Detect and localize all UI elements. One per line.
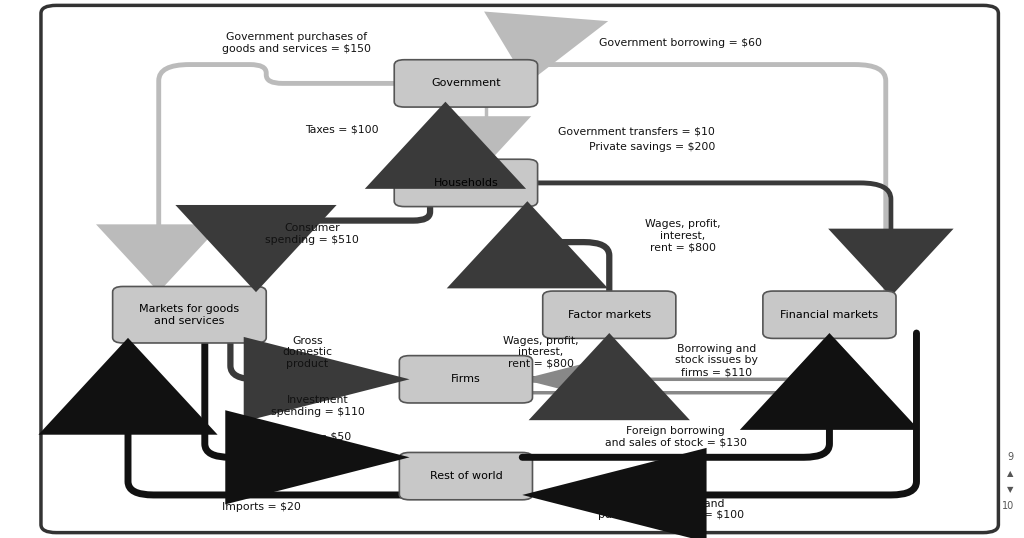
- Polygon shape: [175, 205, 337, 292]
- FancyBboxPatch shape: [763, 291, 896, 338]
- Text: Government borrowing = $60: Government borrowing = $60: [599, 38, 763, 48]
- Text: ▼: ▼: [1008, 485, 1014, 494]
- FancyBboxPatch shape: [399, 356, 532, 403]
- Polygon shape: [522, 448, 707, 538]
- Polygon shape: [484, 11, 608, 83]
- FancyBboxPatch shape: [394, 159, 538, 207]
- Polygon shape: [528, 333, 690, 420]
- Text: Wages, profit,
interest,
rent = $800: Wages, profit, interest, rent = $800: [645, 219, 721, 252]
- Text: Wages, profit,
interest,
rent = $800: Wages, profit, interest, rent = $800: [503, 336, 579, 369]
- FancyBboxPatch shape: [543, 291, 676, 338]
- Text: 10: 10: [1001, 501, 1014, 511]
- Text: Financial markets: Financial markets: [780, 310, 879, 320]
- Text: Exports = $50: Exports = $50: [273, 432, 351, 442]
- Polygon shape: [365, 102, 526, 189]
- Text: Households: Households: [433, 178, 499, 188]
- Text: 9: 9: [1008, 452, 1014, 462]
- Polygon shape: [522, 356, 614, 403]
- Polygon shape: [225, 410, 410, 504]
- Text: Government purchases of
goods and services = $150: Government purchases of goods and servic…: [222, 32, 372, 54]
- Text: Investment
spending = $110: Investment spending = $110: [270, 395, 365, 417]
- Text: Markets for goods
and services: Markets for goods and services: [139, 304, 240, 325]
- Polygon shape: [441, 116, 531, 165]
- FancyBboxPatch shape: [394, 60, 538, 107]
- FancyBboxPatch shape: [113, 286, 266, 343]
- Text: Government transfers = $10: Government transfers = $10: [558, 127, 715, 137]
- Text: Foreign lending and
purchases of stock = $100: Foreign lending and purchases of stock =…: [598, 499, 743, 520]
- Polygon shape: [740, 333, 919, 430]
- Polygon shape: [828, 229, 953, 296]
- Polygon shape: [39, 338, 217, 435]
- Polygon shape: [446, 201, 608, 288]
- Text: Borrowing and
stock issues by
firms = $110: Borrowing and stock issues by firms = $1…: [676, 344, 758, 377]
- Text: Private savings = $200: Private savings = $200: [589, 143, 715, 152]
- Text: Factor markets: Factor markets: [567, 310, 651, 320]
- Text: Taxes = $100: Taxes = $100: [305, 124, 379, 134]
- Polygon shape: [96, 224, 221, 292]
- FancyBboxPatch shape: [41, 5, 998, 533]
- Text: Consumer
spending = $510: Consumer spending = $510: [265, 223, 359, 245]
- Text: Government: Government: [431, 79, 501, 88]
- Text: Gross
domestic
product: Gross domestic product: [283, 336, 332, 369]
- Text: ▲: ▲: [1008, 469, 1014, 478]
- Polygon shape: [784, 333, 874, 381]
- FancyBboxPatch shape: [399, 452, 532, 500]
- Text: Foreign borrowing
and sales of stock = $130: Foreign borrowing and sales of stock = $…: [605, 426, 746, 448]
- Text: Rest of world: Rest of world: [429, 471, 503, 481]
- Text: Firms: Firms: [451, 374, 481, 384]
- Polygon shape: [244, 337, 410, 422]
- Text: Imports = $20: Imports = $20: [221, 502, 301, 512]
